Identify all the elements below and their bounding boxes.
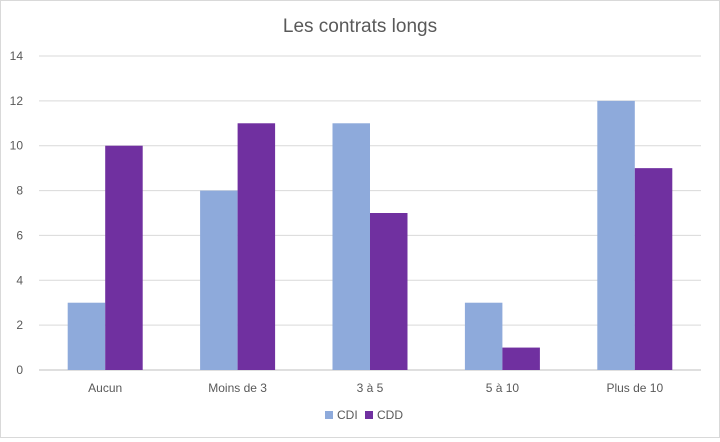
y-tick-label: 10 [10,139,24,153]
bar-cdi-3 [464,302,503,370]
x-axis-ticks: Aucun Moins de 3 3 à 5 5 à 10 Plus de 10 [88,381,663,395]
x-tick-label: 5 à 10 [486,381,520,395]
x-tick-label: Plus de 10 [606,381,663,395]
bar-cdd-3 [502,347,540,370]
bar-cdi-0 [67,302,106,370]
y-tick-label: 0 [16,363,23,377]
y-tick-label: 8 [16,184,23,198]
bar-cdi-1 [200,190,238,370]
legend-label-cdd: CDD [377,408,403,422]
legend: CDI CDD [325,408,403,422]
bar-cdd-2 [370,213,408,370]
legend-swatch-cdd [365,411,373,419]
y-tick-label: 14 [10,49,24,63]
y-axis-ticks: 0 2 4 6 8 10 12 14 [10,49,24,377]
legend-label-cdi: CDI [337,408,358,422]
bars [67,100,673,371]
bar-cdi-2 [332,123,370,371]
bar-cdd-0 [105,145,143,370]
chart-title: Les contrats longs [283,16,437,37]
bar-cdi-4 [597,100,635,370]
x-tick-label: 3 à 5 [357,381,384,395]
y-tick-label: 12 [10,94,24,108]
bar-cdd-4 [634,168,673,370]
y-tick-label: 2 [16,318,23,332]
x-tick-label: Moins de 3 [208,381,267,395]
x-tick-label: Aucun [88,381,122,395]
bar-cdd-1 [237,123,276,371]
y-tick-label: 6 [16,228,23,242]
legend-swatch-cdi [325,411,333,419]
y-tick-label: 4 [16,273,23,287]
